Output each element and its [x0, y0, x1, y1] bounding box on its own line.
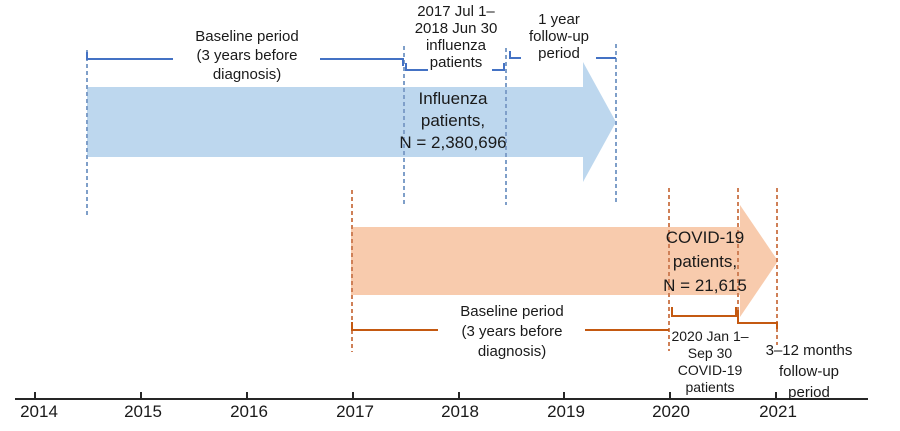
bracket-line — [406, 69, 428, 71]
bracket-tick — [86, 52, 88, 60]
bracket-line — [596, 57, 616, 59]
covid-followup-label: 3–12 months follow-up period — [765, 342, 853, 401]
bracket-line — [492, 69, 505, 71]
influenza-diagnosis-start-dashline — [403, 46, 405, 205]
axis-tick-2016 — [246, 392, 248, 398]
timeline-axis — [15, 398, 868, 400]
axis-tick-2015 — [140, 392, 142, 398]
bracket-tick — [351, 322, 353, 331]
covid-followup-end-dashline — [776, 188, 778, 345]
axis-year-label: 2021 — [759, 402, 797, 421]
influenza-followup-end-dashline — [615, 44, 617, 205]
bracket-tick — [735, 307, 737, 317]
influenza-baseline-start-dashline — [86, 50, 88, 218]
covid-diagnosis-start-dashline — [668, 188, 670, 351]
axis-year-label: 2014 — [20, 402, 58, 421]
influenza-arrow-body — [87, 87, 583, 157]
covid-cohort-label: 2020 Jan 1– Sep 30 COVID-19 patients — [671, 328, 749, 395]
axis-year-label: 2018 — [441, 402, 479, 421]
covid-arrow-body — [351, 227, 740, 295]
axis-year-label: 2015 — [124, 402, 162, 421]
bracket-tick — [776, 322, 778, 329]
covid-arrow-label: COVID-19 patients, N = 21,615 — [663, 228, 747, 295]
covid-baseline-start-dashline — [351, 190, 353, 352]
bracket-line — [87, 58, 173, 60]
axis-tick-2018 — [458, 392, 460, 398]
axis-year-label: 2019 — [547, 402, 585, 421]
covid-arrow-head — [740, 205, 778, 317]
bracket-line — [671, 315, 737, 317]
bracket-tick — [509, 51, 511, 59]
axis-tick-2020 — [669, 392, 671, 398]
covid-diagnosis-end-dashline — [737, 188, 739, 318]
axis-year-label: 2016 — [230, 402, 268, 421]
covid-baseline-label: Baseline period (3 years before diagnosi… — [460, 303, 564, 360]
axis-tick-2021 — [775, 392, 777, 398]
bracket-line — [585, 329, 669, 331]
influenza-followup-label: 1 year follow-up period — [528, 11, 590, 62]
bracket-tick — [737, 310, 739, 324]
bracket-line — [737, 322, 778, 324]
bracket-tick — [402, 58, 404, 66]
bracket-line — [509, 57, 521, 59]
influenza-arrow-label: Influenza patients, N = 2,380,696 — [399, 89, 507, 152]
influenza-arrow-head — [583, 62, 616, 182]
influenza-diagnosis-end-dashline — [505, 48, 507, 205]
bracket-tick — [405, 63, 407, 71]
bracket-tick — [671, 307, 673, 317]
bracket-tick — [503, 63, 505, 71]
axis-year-label: 2017 — [336, 402, 374, 421]
axis-tick-2017 — [352, 392, 354, 398]
axis-year-label: 2020 — [652, 402, 690, 421]
bracket-line — [352, 329, 438, 331]
axis-tick-2014 — [34, 392, 36, 398]
axis-tick-2019 — [563, 392, 565, 398]
influenza-baseline-label: Baseline period (3 years before diagnosi… — [195, 28, 299, 83]
influenza-cohort-label: 2017 Jul 1– 2018 Jun 30 influenza patien… — [414, 3, 498, 71]
bracket-line — [320, 58, 404, 60]
